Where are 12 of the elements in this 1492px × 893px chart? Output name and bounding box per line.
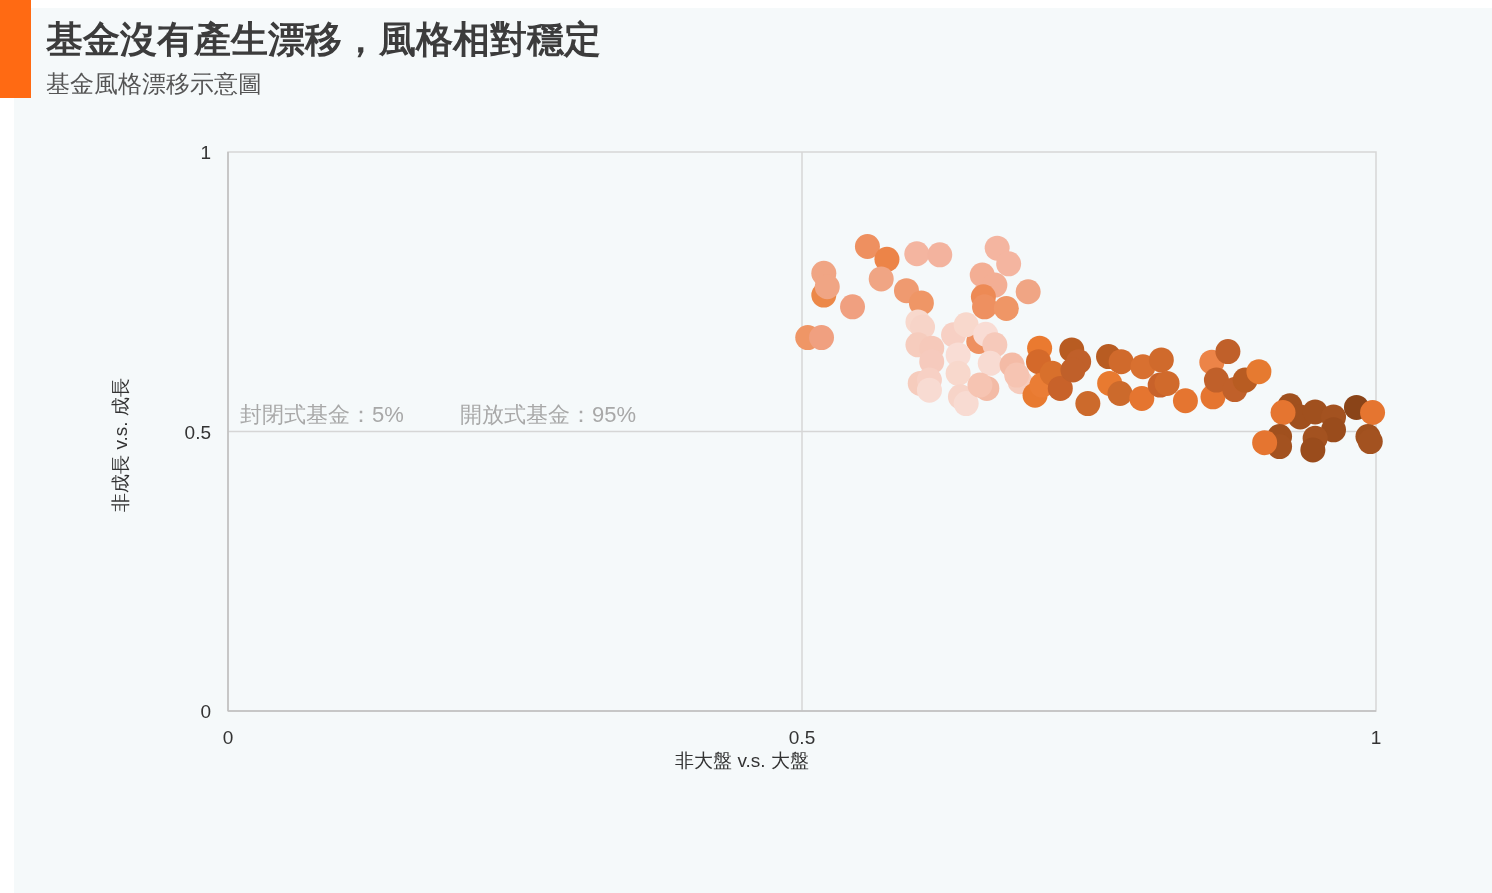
y-axis-title: 非成長 v.s. 成長 xyxy=(110,378,131,512)
title: 基金沒有產生漂移，風格相對穩定 xyxy=(46,19,601,60)
annotation: 開放式基金：95% xyxy=(460,402,637,427)
subtitle: 基金風格漂移示意圖 xyxy=(46,70,262,97)
x-tick-label: 0.5 xyxy=(788,727,816,748)
y-tick-label: 0 xyxy=(200,701,211,722)
annotation: 封閉式基金：5% xyxy=(240,402,404,427)
x-tick-label: 0 xyxy=(222,727,234,748)
x-tick-label: 1 xyxy=(1370,727,1382,748)
y-tick-label: 1 xyxy=(200,142,211,163)
y-tick-label: 0.5 xyxy=(184,421,211,443)
x-axis-title: 非大盤 v.s. 大盤 xyxy=(675,750,809,771)
